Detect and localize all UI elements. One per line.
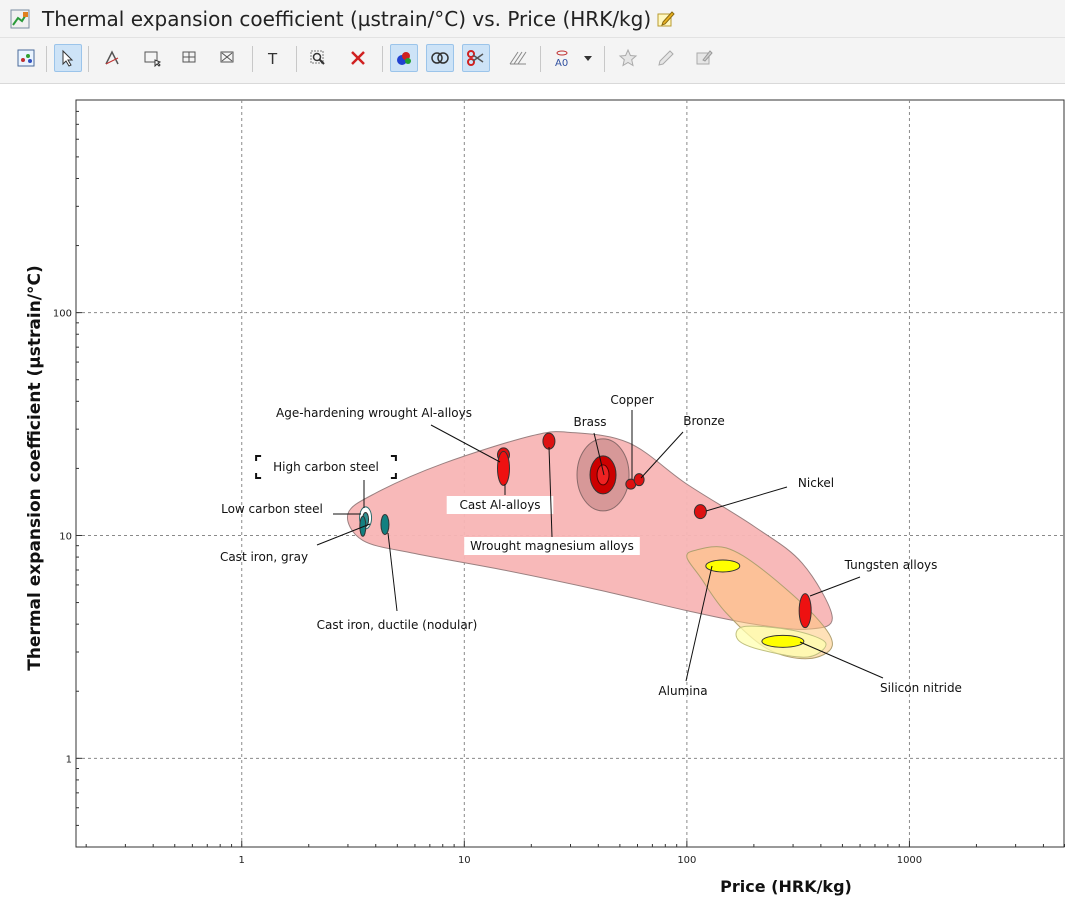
y-tick-label: 10 xyxy=(59,531,72,542)
zoom-icon[interactable] xyxy=(304,44,332,72)
text-tool-icon[interactable]: T xyxy=(260,44,288,72)
window-title: Thermal expansion coefficient (µstrain/°… xyxy=(42,6,652,31)
material-label: Alumina xyxy=(658,684,707,698)
material-bubble xyxy=(693,504,707,520)
toolbar: T A0 xyxy=(0,38,1065,84)
label-leader-line xyxy=(705,486,788,512)
plot-area[interactable]: 1 10 100 1000 1 10 100 Price (HRK/kg) Thermal ex… xyxy=(0,84,1065,907)
chart[interactable]: 1 10 100 1000 1 10 100 Price (HRK/kg) Thermal ex… xyxy=(0,84,1065,907)
material-label: Cast Al-alloys xyxy=(459,498,540,512)
overlap-icon[interactable] xyxy=(426,44,454,72)
material-label: Silicon nitride xyxy=(880,681,962,695)
label-background xyxy=(446,496,554,514)
material-label: Nickel xyxy=(798,476,834,490)
label-leader-line xyxy=(430,424,501,463)
grid-select-icon[interactable] xyxy=(176,44,204,72)
material-label: High carbon steel xyxy=(273,460,379,474)
colored-bubbles-icon[interactable] xyxy=(390,44,418,72)
material-bubble xyxy=(596,464,610,486)
x-tick-label: 100 xyxy=(677,855,696,866)
x-tick-label: 10 xyxy=(458,855,471,866)
material-label: Bronze xyxy=(683,414,725,428)
material-bubble xyxy=(633,473,645,487)
material-label: Cast iron, ductile (nodular) xyxy=(317,618,478,632)
label-leader-line xyxy=(640,431,684,479)
material-label: Brass xyxy=(573,415,606,429)
window-titlebar: Thermal expansion coefficient (µstrain/°… xyxy=(0,0,1065,38)
dropdown-arrow-icon[interactable] xyxy=(580,44,596,72)
x-axis-title: Price (HRK/kg) xyxy=(720,877,852,896)
y-axis-title: Thermal expansion coefficient (µstrain/°… xyxy=(25,265,45,671)
label-leader-line xyxy=(316,523,371,546)
label-leader-line xyxy=(593,432,605,476)
label-leader-line xyxy=(548,446,553,538)
y-tick-label: 100 xyxy=(53,309,72,320)
material-label: Age-hardening wrought Al-alloys xyxy=(276,406,472,420)
label-icon[interactable]: A0 xyxy=(548,44,576,72)
chart-app-icon xyxy=(10,9,30,28)
chart-settings-icon[interactable] xyxy=(12,44,40,72)
delete-selection-icon[interactable] xyxy=(214,44,242,72)
label-leader-line xyxy=(387,532,398,612)
label-leader-line xyxy=(799,641,884,679)
x-tick-label: 1000 xyxy=(897,855,922,866)
pencil-icon[interactable] xyxy=(652,44,680,72)
note-icon[interactable] xyxy=(690,44,718,72)
material-bubble xyxy=(497,450,511,486)
box-select-icon[interactable] xyxy=(138,44,166,72)
material-bubble xyxy=(761,634,805,648)
hatch-icon[interactable] xyxy=(504,44,532,72)
material-bubble xyxy=(542,432,556,450)
label-background xyxy=(464,537,640,555)
material-bubble xyxy=(380,514,390,536)
label-leader-line xyxy=(685,565,713,682)
material-label: Wrought magnesium alloys xyxy=(470,539,634,553)
material-label: Copper xyxy=(610,393,653,407)
favorite-icon[interactable] xyxy=(614,44,642,72)
svg-text:A0: A0 xyxy=(555,58,568,68)
label-selection-bracket xyxy=(255,455,397,479)
scissors-icon[interactable] xyxy=(462,44,490,72)
x-tick-label: 1 xyxy=(239,855,245,866)
label-leader-line xyxy=(809,576,861,597)
material-label: Tungsten alloys xyxy=(844,558,938,572)
material-bubble xyxy=(798,593,812,629)
material-bubble xyxy=(705,559,741,573)
edit-title-icon[interactable] xyxy=(657,10,675,28)
y-tick-label: 1 xyxy=(66,754,72,765)
material-label: Low carbon steel xyxy=(221,502,323,516)
line-tool-icon[interactable] xyxy=(98,44,126,72)
clear-icon[interactable] xyxy=(344,44,372,72)
material-bubble xyxy=(359,515,367,537)
select-pointer-icon[interactable] xyxy=(54,44,82,72)
material-label: Cast iron, gray xyxy=(220,550,308,564)
svg-text:T: T xyxy=(267,50,278,67)
